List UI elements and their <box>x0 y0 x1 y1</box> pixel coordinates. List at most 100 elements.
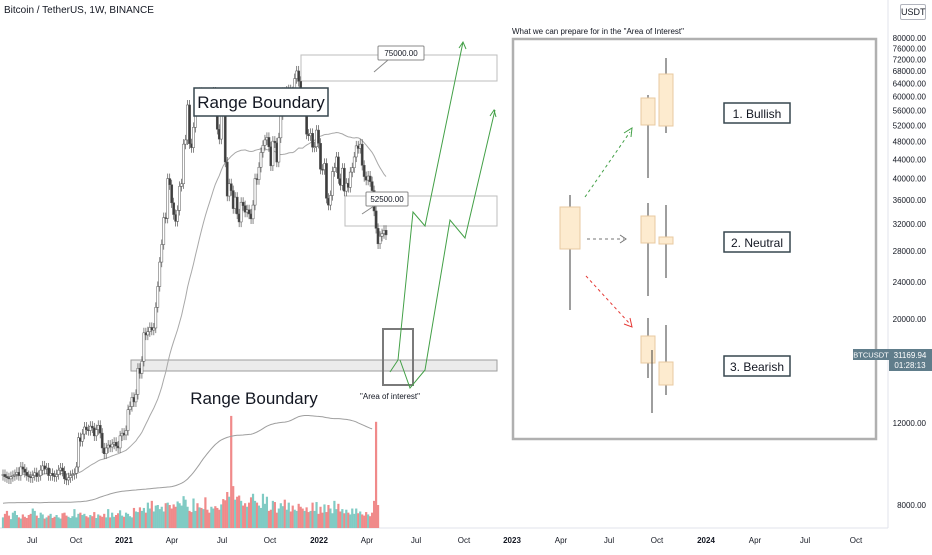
volume-bar <box>323 504 326 528</box>
volume-bar <box>301 508 304 528</box>
scenario-label-box <box>723 102 791 124</box>
volume-bar <box>128 516 132 528</box>
volume-bar <box>124 512 128 528</box>
volume-bar <box>361 514 364 528</box>
volume-bar <box>369 516 372 528</box>
volume-bar <box>35 515 38 528</box>
scenario-bearish[interactable]: 3. Bearish <box>723 355 791 377</box>
volume-bar <box>263 503 267 528</box>
volume-bar <box>77 513 80 528</box>
volume-bar <box>79 512 82 528</box>
candle-body <box>178 186 181 211</box>
candle-body <box>259 152 263 168</box>
candle-body <box>118 435 122 449</box>
time-tick-label: Oct <box>651 536 664 545</box>
candlesticks <box>1 65 388 486</box>
scenario-panel[interactable] <box>511 37 878 441</box>
volume-bar <box>259 507 263 528</box>
volume-bar <box>224 500 227 528</box>
volume-bar <box>249 497 253 528</box>
volume-bar <box>109 517 112 528</box>
volume-bar <box>101 516 104 528</box>
volume-bar <box>57 517 60 528</box>
candle-body <box>39 469 43 476</box>
price-axis[interactable]: 8000.0012000.0016000.0020000.0024000.002… <box>893 34 927 510</box>
candle-body <box>273 140 277 144</box>
candle-body <box>279 114 283 139</box>
scenario-label-box <box>723 355 791 377</box>
candle-body <box>319 143 322 170</box>
price-tick-label: 20000.00 <box>893 315 927 324</box>
volume-bar <box>25 517 28 528</box>
range-boundary-top[interactable]: Range Boundary <box>193 87 329 117</box>
target-callout-high[interactable]: 75000.00 <box>373 45 425 73</box>
price-tick-label: 28000.00 <box>893 247 927 256</box>
candle-body <box>354 145 358 158</box>
volume-bar <box>148 508 151 528</box>
candle-body <box>67 477 70 481</box>
volume-bar <box>261 493 265 528</box>
scenario-bullish[interactable]: 1. Bullish <box>723 102 791 124</box>
volume-bar <box>287 502 290 528</box>
time-axis[interactable]: Jul Oct 2021 Apr Jul Oct 2022 Apr Jul Oct 2023 Apr J… <box>27 536 863 545</box>
volume-bar <box>172 504 175 528</box>
volume-bar <box>273 502 276 528</box>
candle-body <box>94 429 98 437</box>
volume-bar <box>236 496 239 528</box>
volume-bar <box>5 510 9 528</box>
volume-bar <box>160 506 163 528</box>
candle-body <box>51 473 54 476</box>
volume-bar <box>1 517 5 528</box>
volume-bar <box>136 512 140 528</box>
volume-bar <box>343 513 346 528</box>
candle-body <box>124 430 128 436</box>
price-tag-bg <box>889 349 932 371</box>
volume-bar <box>118 510 122 528</box>
price-tick-label: 76000.00 <box>893 44 927 53</box>
target-zone-mid[interactable] <box>344 195 498 227</box>
bullish-arrowhead <box>623 127 633 138</box>
time-tick-label: 2024 <box>697 536 715 545</box>
candle-body <box>154 307 158 329</box>
volume-bar <box>31 508 34 528</box>
volume-bar <box>170 508 173 528</box>
volume-bar <box>134 511 138 528</box>
scenario-neutral[interactable]: 2. Neutral <box>723 231 791 253</box>
volume-bar <box>321 512 324 528</box>
volume-bar <box>103 513 106 528</box>
volume-bar <box>303 510 306 528</box>
volume-bar <box>95 517 98 528</box>
range-support-zone[interactable] <box>130 359 498 372</box>
candle-body <box>134 394 138 403</box>
candle-body <box>352 156 356 168</box>
volume-bar <box>315 502 318 528</box>
volume-bar <box>307 512 310 528</box>
neutral-candle-2 <box>658 236 674 245</box>
candle-body <box>57 469 60 475</box>
volume-bar <box>162 511 165 528</box>
price-tick-label: 48000.00 <box>893 138 927 147</box>
candle-body <box>19 466 23 476</box>
last-price-tag[interactable]: BTCUSDT 31169.94 01:28:13 <box>853 349 932 371</box>
volume-bar <box>152 511 155 528</box>
time-tick-label: Jul <box>411 536 421 545</box>
volume-bar <box>365 512 368 528</box>
volume-bar <box>49 513 52 528</box>
target-callout-mid[interactable]: 52500.00 <box>361 191 409 215</box>
volume-bar <box>69 517 72 528</box>
currency-badge[interactable]: USDT <box>900 4 926 20</box>
volume-bar <box>168 504 171 528</box>
price-ma-line <box>2 131 387 478</box>
candle-body <box>110 443 114 448</box>
volume-bar <box>351 508 354 528</box>
volume-bar <box>281 506 284 528</box>
candle-body <box>73 473 76 475</box>
area-of-interest-box[interactable] <box>382 328 414 386</box>
volume-bar <box>283 499 286 528</box>
price-tick-label: 64000.00 <box>893 79 927 88</box>
volume-bar <box>230 415 233 528</box>
candle-body <box>81 433 84 442</box>
price-tick-label: 32000.00 <box>893 220 927 229</box>
